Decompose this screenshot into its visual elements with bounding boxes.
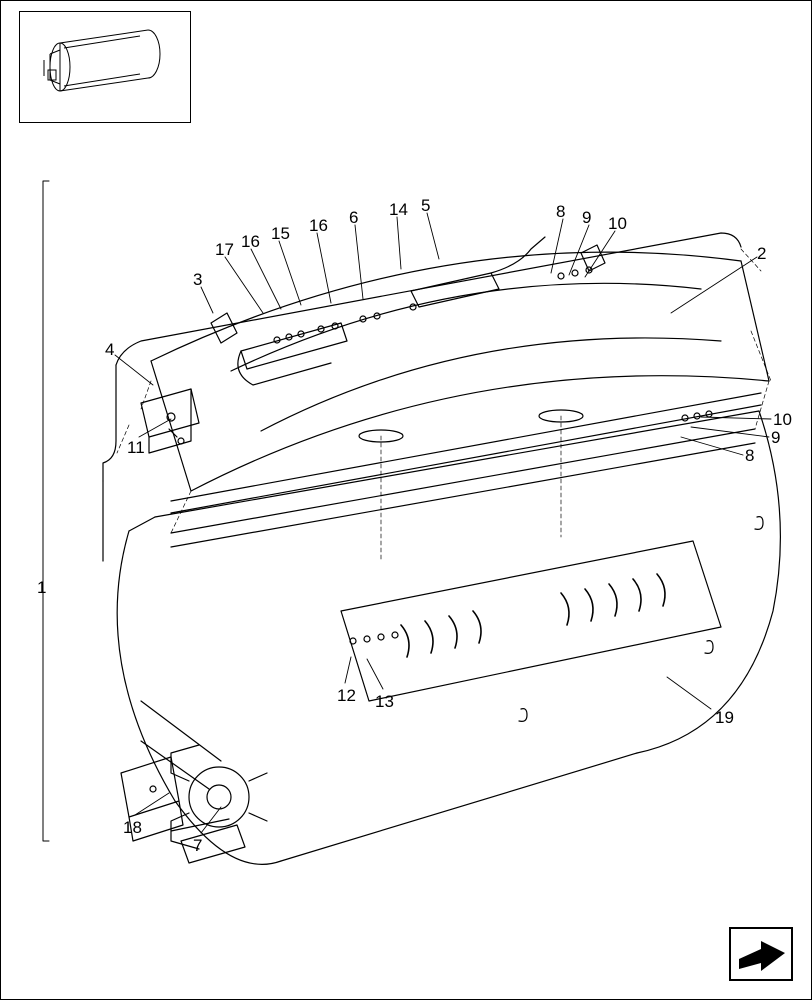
callout-1: 1 xyxy=(37,579,46,596)
callout-11: 11 xyxy=(127,439,145,456)
callout-5: 5 xyxy=(421,197,430,214)
callout-4: 4 xyxy=(105,341,114,358)
callout-16b: 16 xyxy=(241,233,260,250)
callout-10b: 10 xyxy=(773,411,792,428)
callout-19: 19 xyxy=(715,709,734,726)
callout-18: 18 xyxy=(123,819,142,836)
callout-9b: 9 xyxy=(771,429,780,446)
callout-8a: 8 xyxy=(556,203,565,220)
callout-14: 14 xyxy=(389,201,408,218)
callout-2: 2 xyxy=(757,245,766,262)
callout-6: 6 xyxy=(349,209,358,226)
callout-15: 15 xyxy=(271,225,290,242)
callout-7: 7 xyxy=(193,837,202,854)
callout-8b: 8 xyxy=(745,447,754,464)
callout-13: 13 xyxy=(375,693,394,710)
main-drawing xyxy=(21,141,793,981)
callout-10a: 10 xyxy=(608,215,627,232)
thumbnail-inset xyxy=(19,11,191,123)
callout-17: 17 xyxy=(215,241,234,258)
callout-3: 3 xyxy=(193,271,202,288)
next-page-button[interactable] xyxy=(729,927,793,981)
callout-16a: 16 xyxy=(309,217,328,234)
diagram-page: 1 2 3 4 5 6 7 8 8 9 9 10 10 11 12 13 14 … xyxy=(0,0,812,1000)
callout-12: 12 xyxy=(337,687,356,704)
callout-9a: 9 xyxy=(582,209,591,226)
